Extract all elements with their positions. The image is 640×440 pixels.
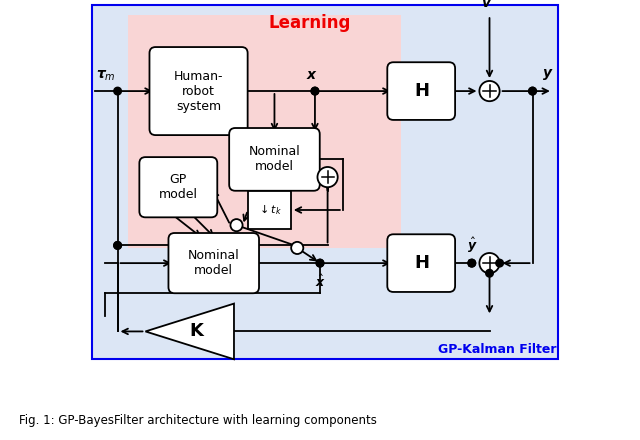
Text: Fig. 1: GP-BayesFilter architecture with learning components: Fig. 1: GP-BayesFilter architecture with… [19,414,377,427]
Text: Learning: Learning [269,14,351,32]
Circle shape [317,167,338,187]
FancyBboxPatch shape [140,157,218,217]
Circle shape [496,259,504,267]
Text: GP-Kalman Filter: GP-Kalman Filter [438,343,556,356]
Circle shape [479,81,500,101]
Circle shape [316,259,324,267]
Text: $\boldsymbol{x}$: $\boldsymbol{x}$ [307,69,318,82]
Circle shape [316,259,324,267]
FancyBboxPatch shape [387,62,455,120]
Circle shape [311,87,319,95]
Text: $\hat{\boldsymbol{x}}$: $\hat{\boldsymbol{x}}$ [314,274,326,290]
Bar [248,191,291,229]
Circle shape [529,87,536,95]
Circle shape [114,87,122,95]
FancyBboxPatch shape [150,47,248,135]
Circle shape [468,259,476,267]
Text: Nominal
model: Nominal model [188,249,239,277]
Text: $\boldsymbol{\tau}_m$: $\boldsymbol{\tau}_m$ [97,69,116,84]
Text: $\mathbf{H}$: $\mathbf{H}$ [413,82,429,100]
Text: $\boldsymbol{v}$: $\boldsymbol{v}$ [481,0,493,10]
FancyBboxPatch shape [128,15,401,248]
Polygon shape [145,304,234,359]
Circle shape [468,259,476,267]
Circle shape [479,253,500,273]
Circle shape [529,87,536,95]
Circle shape [114,242,122,249]
Text: $\mathbf{H}$: $\mathbf{H}$ [413,254,429,272]
FancyBboxPatch shape [168,233,259,293]
Text: $\boldsymbol{y}$: $\boldsymbol{y}$ [542,67,554,82]
Circle shape [291,242,303,254]
Text: $\downarrow t_k$: $\downarrow t_k$ [257,202,282,217]
Circle shape [486,269,493,277]
Text: $\mathbf{K}$: $\mathbf{K}$ [189,323,205,341]
FancyBboxPatch shape [387,234,455,292]
Circle shape [114,242,122,249]
Text: GP
model: GP model [159,173,198,201]
FancyBboxPatch shape [229,128,320,191]
Text: $\hat{\boldsymbol{y}}$: $\hat{\boldsymbol{y}}$ [467,235,477,254]
FancyBboxPatch shape [92,5,558,359]
Circle shape [311,87,319,95]
Text: Human-
robot
system: Human- robot system [174,70,223,113]
Text: Nominal
model: Nominal model [248,145,300,173]
Circle shape [230,219,243,231]
